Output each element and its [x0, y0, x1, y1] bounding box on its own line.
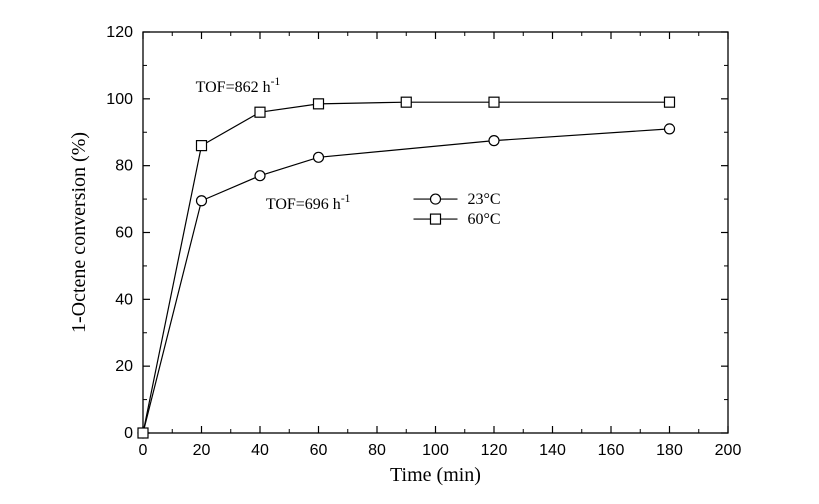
marker-circle: [255, 171, 265, 181]
legend-label: 60°C: [468, 211, 501, 228]
y-tick-label: 40: [115, 291, 133, 308]
marker-square: [255, 107, 265, 117]
legend-label: 23°C: [468, 191, 501, 208]
marker-circle: [197, 196, 207, 206]
x-tick-label: 40: [251, 442, 269, 459]
annotation-tof696: TOF=696 h-1: [266, 193, 351, 213]
x-tick-label: 140: [539, 442, 566, 459]
y-tick-label: 100: [106, 91, 133, 108]
x-tick-label: 200: [715, 442, 742, 459]
x-tick-label: 0: [139, 442, 148, 459]
marker-square: [665, 97, 675, 107]
y-tick-label: 120: [106, 24, 133, 41]
chart-background: [0, 0, 819, 504]
y-tick-label: 80: [115, 158, 133, 175]
marker-square: [489, 97, 499, 107]
marker-square: [197, 141, 207, 151]
x-tick-label: 100: [422, 442, 449, 459]
x-axis-label: Time (min): [390, 464, 481, 486]
x-tick-label: 20: [193, 442, 211, 459]
x-tick-label: 180: [656, 442, 683, 459]
y-tick-label: 20: [115, 358, 133, 375]
x-tick-label: 60: [310, 442, 328, 459]
x-tick-label: 120: [481, 442, 508, 459]
y-tick-label: 60: [115, 225, 133, 242]
marker-square: [314, 99, 324, 109]
y-tick-label: 0: [124, 425, 133, 442]
marker-square: [401, 97, 411, 107]
x-tick-label: 80: [368, 442, 386, 459]
marker-circle: [431, 194, 441, 204]
marker-circle: [314, 152, 324, 162]
marker-circle: [665, 124, 675, 134]
annotation-tof862: TOF=862 h-1: [196, 76, 281, 96]
conversion-vs-time-chart: 0 20 40 60 80 100 120 140 160 180 200 0 20 40 60 80 100…: [0, 0, 819, 504]
x-tick-label: 160: [598, 442, 625, 459]
marker-square: [431, 214, 441, 224]
marker-square: [138, 428, 148, 438]
marker-circle: [489, 136, 499, 146]
y-axis-label: 1-Octene conversion (%): [68, 132, 90, 333]
